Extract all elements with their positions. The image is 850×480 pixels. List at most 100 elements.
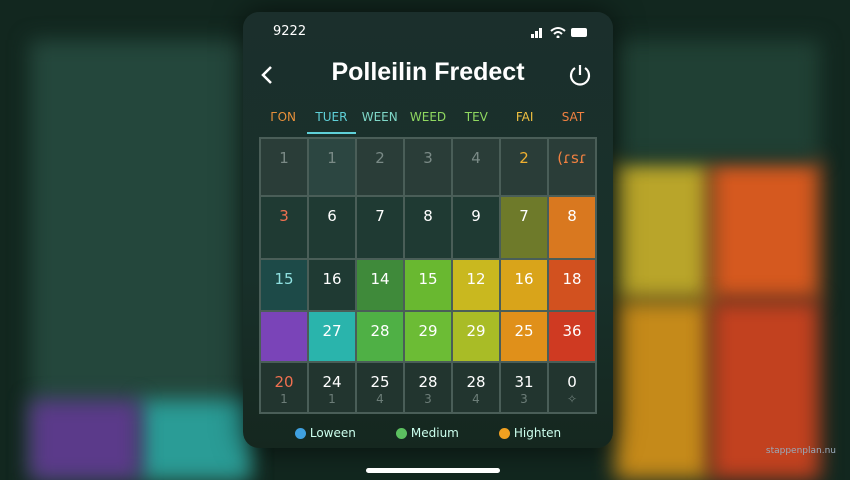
day-number: 1 [327,149,337,167]
legend-item: Medium [395,426,459,440]
day-cell[interactable]: 15 [404,259,452,311]
weekday-label: TUER [307,110,356,134]
legend: Loween Medium Highten [243,426,613,440]
day-cell[interactable]: 2 [500,138,548,196]
day-cell[interactable]: 12 [452,259,500,311]
phone-screen: 9222 Polleilin Fredect ГON TUER WEEN WEED TE… [243,12,613,448]
day-number: 4 [471,149,481,167]
day-cell[interactable]: 29 [452,311,500,362]
day-number: 14 [370,270,390,288]
day-cell[interactable] [260,311,308,362]
weekday-label: ГON [270,110,297,124]
day-number: 3 [279,207,289,225]
weekday-row: ГON TUER WEEN WEED TEV FAI SAT [259,110,597,134]
weekday-label: TEV [464,110,488,124]
day-cell[interactable]: 31 3 [500,362,548,413]
day-cell[interactable]: 2 [356,138,404,196]
day-number: 7 [519,207,529,225]
day-cell[interactable]: 20 1 [260,362,308,413]
day-cell[interactable]: 9 [452,196,500,259]
day-number: 8 [567,207,577,225]
day-sub: 3 [520,392,528,406]
status-time: 9222 [273,24,307,39]
day-cell[interactable]: 25 4 [356,362,404,413]
day-number: 7 [375,207,385,225]
day-cell[interactable]: 25 [500,311,548,362]
day-cell[interactable]: 24 1 [308,362,356,413]
day-number: 9 [471,207,481,225]
status-icons [531,26,591,38]
day-cell[interactable]: 0 ✧ [548,362,596,413]
day-number: 20 [274,373,294,391]
day-sub: 4 [472,392,480,406]
day-cell[interactable]: 4 [452,138,500,196]
day-cell[interactable]: 36 [548,311,596,362]
day-number: 15 [274,270,294,288]
day-cell[interactable]: 3 [404,138,452,196]
day-sub: 3 [424,392,432,406]
weekday-label: SAT [561,110,585,124]
day-number: 27 [322,322,342,340]
power-button[interactable] [567,62,593,88]
day-cell[interactable]: 6 [308,196,356,259]
day-cell[interactable]: 28 3 [404,362,452,413]
day-cell[interactable]: 28 4 [452,362,500,413]
day-cell[interactable]: (ɾsɾ [548,138,596,196]
legend-item: Highten [498,426,562,440]
day-cell[interactable]: 28 [356,311,404,362]
day-number: 29 [466,322,486,340]
legend-item: Loween [294,426,356,440]
day-number: 28 [370,322,390,340]
day-number: 8 [423,207,433,225]
legend-dot [395,427,407,439]
day-number: 25 [514,322,534,340]
day-number: 0 [567,373,577,391]
day-number: 28 [466,373,486,391]
day-cell[interactable]: 15 [260,259,308,311]
day-number: 2 [375,149,385,167]
watermark: stappenplan.nu [765,446,836,456]
weekday-label: FAI [515,110,534,124]
week-row: 15 16 14 15 12 16 18 [260,259,596,311]
day-number: 18 [562,270,582,288]
day-number: 6 [327,207,337,225]
day-cell[interactable]: 1 [308,138,356,196]
day-cell[interactable]: 8 [404,196,452,259]
day-sub: 4 [376,392,384,406]
legend-label: Highten [513,426,562,440]
day-sub: 1 [328,392,336,406]
back-button[interactable] [259,64,275,86]
day-number: 24 [322,373,342,391]
day-cell[interactable]: 8 [548,196,596,259]
day-cell[interactable]: 18 [548,259,596,311]
day-number: 31 [514,373,534,391]
day-sub: ✧ [566,392,578,406]
day-sub: 1 [280,392,288,406]
day-cell[interactable]: 7 [356,196,404,259]
day-cell[interactable]: 29 [404,311,452,362]
day-number: 3 [423,149,433,167]
day-number: 16 [322,270,342,288]
legend-dot [294,427,306,439]
day-cell[interactable]: 14 [356,259,404,311]
week-row: 27 28 29 29 25 36 [260,311,596,362]
calendar-grid: 1 1 2 3 4 2 (ɾsɾ 3 6 7 8 9 7 8 15 16 14 15 12 16 18 27 28 29 29 2… [259,137,597,414]
day-number: 36 [562,322,582,340]
day-cell[interactable]: 27 [308,311,356,362]
day-cell[interactable]: 16 [500,259,548,311]
legend-label: Medium [410,426,459,440]
day-cell[interactable]: 16 [308,259,356,311]
header-title: Polleilin Fredect [331,58,525,86]
weekday-label: WEED [409,110,447,124]
day-number: 15 [418,270,438,288]
day-number: 2 [519,149,529,167]
day-number: 16 [514,270,534,288]
home-indicator [366,468,500,473]
week-row: 3 6 7 8 9 7 8 [260,196,596,259]
status-icons-svg [531,27,587,38]
day-cell[interactable]: 7 [500,196,548,259]
week-row: 20 1 24 1 25 4 28 3 28 4 31 3 0 ✧ [260,362,596,413]
day-cell[interactable]: 1 [260,138,308,196]
day-cell[interactable]: 3 [260,196,308,259]
